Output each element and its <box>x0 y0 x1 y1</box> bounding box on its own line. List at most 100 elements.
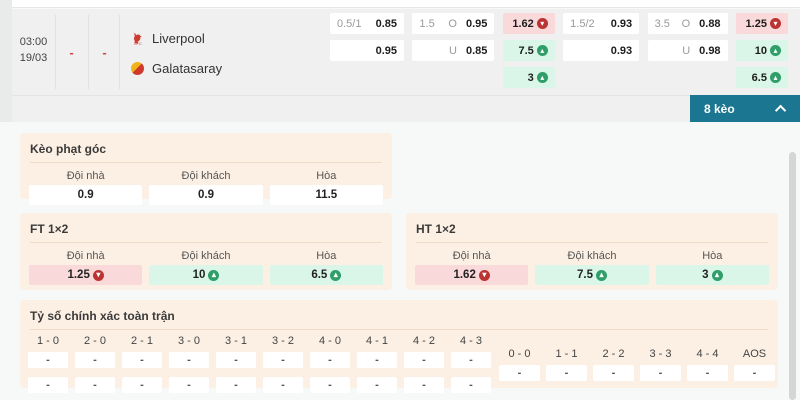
chevron-up-icon <box>774 104 787 116</box>
ht-draw-header: Hòa <box>702 250 723 262</box>
score-odds-cell[interactable]: - <box>404 352 444 368</box>
x12-2-draw-odds: 6.5 <box>751 71 767 84</box>
handicap1-home-cell[interactable]: 0.5/1 0.85 <box>330 13 404 34</box>
ft-home-header: Đội nhà <box>66 250 105 262</box>
score-odds-cell[interactable]: - <box>451 352 491 368</box>
trend-down-icon: ▾ <box>478 269 490 281</box>
score-header: 4 - 0 <box>318 335 341 347</box>
handicap1-away-cell[interactable]: 0.95 <box>330 40 404 61</box>
draw-score-odds-cell[interactable]: - <box>593 365 634 381</box>
draw-score-odds-cell[interactable]: - <box>687 365 728 381</box>
draw-score-header: 3 - 3 <box>649 348 672 360</box>
x12-2-home-odds: 1.25 <box>745 17 767 30</box>
ft-1x2-card: FT 1×2 Đội nhà 1.25 ▾ Đội khách 10 ▴ Hòa <box>20 213 392 290</box>
ht-draw-odds-cell[interactable]: 3 ▴ <box>655 265 769 285</box>
handicap1-home-odds: 0.85 <box>375 17 397 30</box>
x12-2-home-cell[interactable]: 1.25 ▾ <box>735 13 788 34</box>
x12-1-draw-cell[interactable]: 3 ▴ <box>502 67 555 88</box>
ft-home-odds-cell[interactable]: 1.25 ▾ <box>29 265 143 285</box>
away-score: - <box>102 45 107 60</box>
galatasaray-crest-icon <box>130 61 144 76</box>
match-time: 03:00 <box>19 36 48 48</box>
vertical-scrollbar[interactable] <box>789 152 796 400</box>
ou2-under-cell[interactable]: U 0.98 <box>647 40 728 61</box>
score-odds-cell[interactable]: - <box>451 377 491 393</box>
ft-away-odds-cell[interactable]: 10 ▴ <box>149 265 263 285</box>
corner-home-header: Đội nhà <box>66 170 105 182</box>
odds-col-handicap-1: 0.5/1 0.85 0.95 <box>330 13 404 94</box>
away-team-row[interactable]: Galatasaray <box>130 55 222 81</box>
score-odds-cell[interactable]: - <box>122 352 162 368</box>
ou1-over-odds: 0.95 <box>465 17 488 30</box>
corner-away-odds[interactable]: 0.9 <box>149 185 263 205</box>
corner-odds-card: Kèo phạt góc Đội nhà 0.9 Đội khách 0.9 H… <box>20 133 392 205</box>
ht-home-odds-cell[interactable]: 1.62 ▾ <box>415 265 529 285</box>
score-odds-cell[interactable]: - <box>75 377 115 393</box>
x12-1-draw-odds: 3 <box>527 71 534 84</box>
score-odds-cell[interactable]: - <box>28 377 68 393</box>
top-bar <box>0 0 800 8</box>
score-odds-cell[interactable]: - <box>310 352 350 368</box>
draw-score-header: 2 - 2 <box>602 348 625 360</box>
draw-score-odds-cell[interactable]: - <box>546 365 587 381</box>
score-odds-cell[interactable]: - <box>169 352 209 368</box>
score-odds-cell[interactable]: - <box>216 352 256 368</box>
ht-away-odds-cell[interactable]: 7.5 ▴ <box>535 265 649 285</box>
score-odds-cell[interactable]: - <box>75 352 115 368</box>
score-odds-cell[interactable]: - <box>263 377 303 393</box>
handicap1-line: 0.5/1 <box>337 17 362 30</box>
match-time-block: 03:00 19/03 <box>12 34 55 66</box>
trend-up-icon: ▴ <box>595 269 607 281</box>
trend-up-icon: ▴ <box>330 269 342 281</box>
corner-home-odds[interactable]: 0.9 <box>29 185 143 205</box>
x12-1-away-cell[interactable]: 7.5 ▴ <box>502 40 555 61</box>
ft-draw-header: Hòa <box>316 250 337 262</box>
odds-col-1x2-1: 1.62 ▾ 7.5 ▴ 3 ▴ <box>502 13 555 94</box>
score-odds-cell[interactable]: - <box>263 352 303 368</box>
handicap2-away-cell[interactable]: 0.93 <box>563 40 640 61</box>
draw-score-odds-cell[interactable]: - <box>499 365 540 381</box>
ht-home-odds: 1.62 <box>453 269 476 281</box>
score-odds-cell[interactable]: - <box>169 377 209 393</box>
ft-home-odds: 1.25 <box>67 269 90 281</box>
score-odds-cell[interactable]: - <box>28 352 68 368</box>
ht-card-title: HT 1×2 <box>416 222 456 236</box>
title-divider <box>30 242 382 243</box>
trend-up-icon: ▴ <box>769 72 781 83</box>
ou1-under-cell[interactable]: U 0.85 <box>412 40 495 61</box>
draw-score-odds-cell[interactable]: - <box>734 365 775 381</box>
score-odds-cell[interactable]: - <box>310 377 350 393</box>
ft-draw-odds-cell[interactable]: 6.5 ▴ <box>269 265 383 285</box>
x12-1-home-cell[interactable]: 1.62 ▾ <box>502 13 555 34</box>
score-odds-cell[interactable]: - <box>357 352 397 368</box>
corner-draw-odds[interactable]: 11.5 <box>269 185 383 205</box>
ou2-over-cell[interactable]: 3.5 O 0.88 <box>647 13 728 34</box>
draw-score-header: 1 - 1 <box>555 348 578 360</box>
handicap2-home-cell[interactable]: 1.5/2 0.93 <box>563 13 640 34</box>
ou1-under-odds: 0.85 <box>465 44 488 57</box>
expand-odds-button[interactable]: 8 kèo <box>690 95 800 122</box>
trend-up-icon: ▴ <box>769 45 781 56</box>
handicap2-away-odds: 0.93 <box>610 44 633 57</box>
score-odds-cell[interactable]: - <box>122 377 162 393</box>
score-header: 3 - 1 <box>224 335 247 347</box>
score-header: 4 - 3 <box>459 335 482 347</box>
draw-score-odds-cell[interactable]: - <box>640 365 681 381</box>
score-odds-cell[interactable]: - <box>404 377 444 393</box>
ou1-over-cell[interactable]: 1.5 O 0.95 <box>412 13 495 34</box>
title-divider <box>30 329 768 330</box>
row-divider <box>0 95 800 96</box>
score-header: 3 - 0 <box>177 335 200 347</box>
x12-2-away-cell[interactable]: 10 ▴ <box>735 40 788 61</box>
home-team-row[interactable]: LFC Liverpool <box>130 25 222 51</box>
x12-2-draw-cell[interactable]: 6.5 ▴ <box>735 67 788 88</box>
score-odds-cell[interactable]: - <box>216 377 256 393</box>
score-odds-cell[interactable]: - <box>357 377 397 393</box>
ht-home-header: Đội nhà <box>452 250 491 262</box>
score-header: 4 - 2 <box>412 335 435 347</box>
score-header: 4 - 1 <box>365 335 388 347</box>
score-header: 2 - 0 <box>83 335 106 347</box>
ht-away-header: Đội khách <box>567 250 617 262</box>
expand-odds-label: 8 kèo <box>704 101 735 116</box>
